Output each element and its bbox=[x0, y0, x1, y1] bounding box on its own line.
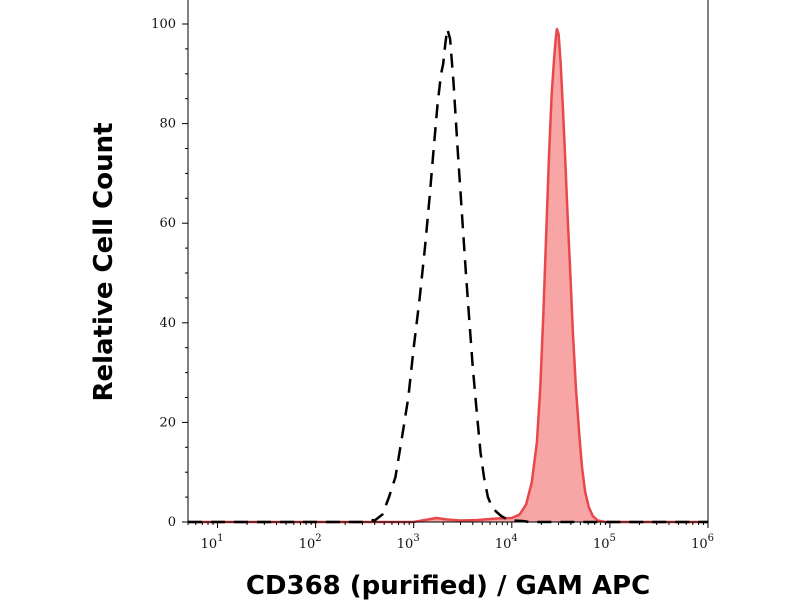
y-tick-label: 40 bbox=[159, 316, 176, 331]
series-filled-area bbox=[188, 29, 708, 522]
y-tick-label: 0 bbox=[168, 515, 176, 530]
x-tick-label: 104 bbox=[495, 533, 518, 552]
x-tick-label: 102 bbox=[299, 533, 322, 552]
x-axis-title: CD368 (purified) / GAM APC bbox=[246, 571, 650, 600]
x-tick-label: 105 bbox=[593, 533, 616, 552]
x-tick-label: 101 bbox=[201, 533, 224, 552]
y-axis-title: Relative Cell Count bbox=[89, 122, 119, 401]
y-tick-label: 20 bbox=[159, 415, 176, 430]
y-tick-label: 60 bbox=[159, 216, 176, 231]
y-tick-label: 80 bbox=[159, 117, 176, 132]
ticks-layer: 101 102 103 104 105 106 0 20 40 60 80 100 bbox=[151, 17, 714, 552]
series-dashed-line bbox=[188, 27, 708, 524]
y-tick-label: 100 bbox=[151, 17, 176, 32]
series-filled-line bbox=[188, 27, 708, 524]
x-tick-label: 103 bbox=[397, 533, 420, 552]
x-tick-label: 106 bbox=[691, 533, 714, 552]
axes-layer bbox=[187, 0, 709, 523]
series-layer bbox=[188, 27, 708, 524]
